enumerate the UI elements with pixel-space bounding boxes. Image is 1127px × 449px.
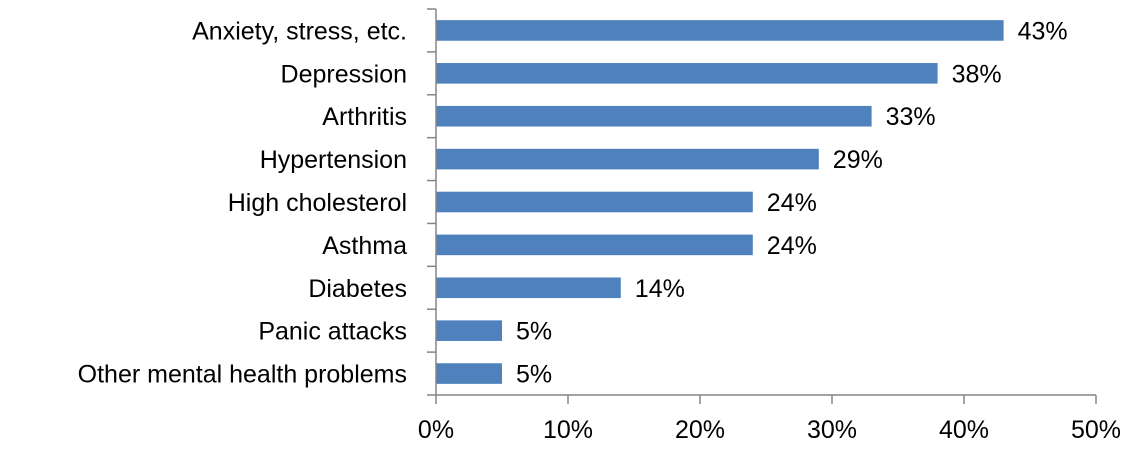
bar-diabetes [436,277,621,299]
bar-panic-attacks [436,320,502,341]
category-label-arthritis: Arthritis [322,103,407,131]
bar-asthma [436,234,753,256]
x-tick-label-30: 30% [807,416,857,444]
category-label-other-mental-health-problems: Other mental health problems [78,361,407,389]
x-tick-label-50: 50% [1071,416,1121,444]
category-label-asthma: Asthma [322,232,407,260]
tick-labels-group: 0% 10% 20% 30% 40% 50% [418,416,1121,444]
value-label-hypertension: 29% [833,146,883,174]
category-label-anxiety-stress-etc: Anxiety, stress, etc. [192,17,407,45]
bar-hypertension [436,148,819,170]
value-label-other-mental-health-problems: 5% [516,361,552,389]
bar-depression [436,63,938,84]
bar-arthritis [436,105,872,127]
value-label-asthma: 24% [767,232,817,260]
category-label-hypertension: Hypertension [260,146,407,174]
category-label-high-cholesterol: High cholesterol [228,189,407,217]
category-label-depression: Depression [281,60,407,88]
value-labels-group: 43% 38% 33%29% 24% 24% 14% 5% 5% [516,17,1068,388]
category-label-panic-attacks: Panic attacks [258,318,407,346]
value-label-arthritis: 33% [886,103,936,131]
x-tick-label-20: 20% [675,416,725,444]
value-label-high-cholesterol: 24% [767,189,817,217]
category-label-diabetes: Diabetes [308,275,407,303]
x-tick-label-40: 40% [939,416,989,444]
bars-group [436,20,1004,384]
value-label-panic-attacks: 5% [516,318,552,346]
value-label-diabetes: 14% [635,275,685,303]
value-label-anxiety-stress-etc: 43% [1018,17,1068,45]
bar-other-mental-health-problems [436,363,502,384]
x-tick-label-10: 10% [543,416,593,444]
value-label-depression: 38% [952,60,1002,88]
bar-high-cholesterol [436,191,753,213]
category-labels-group: Anxiety, stress, etc. Depression Arthritis… [78,17,407,388]
x-tick-label-0: 0% [418,416,454,444]
bar-anxiety-stress-etc [436,20,1004,41]
axes-group [427,8,1097,404]
